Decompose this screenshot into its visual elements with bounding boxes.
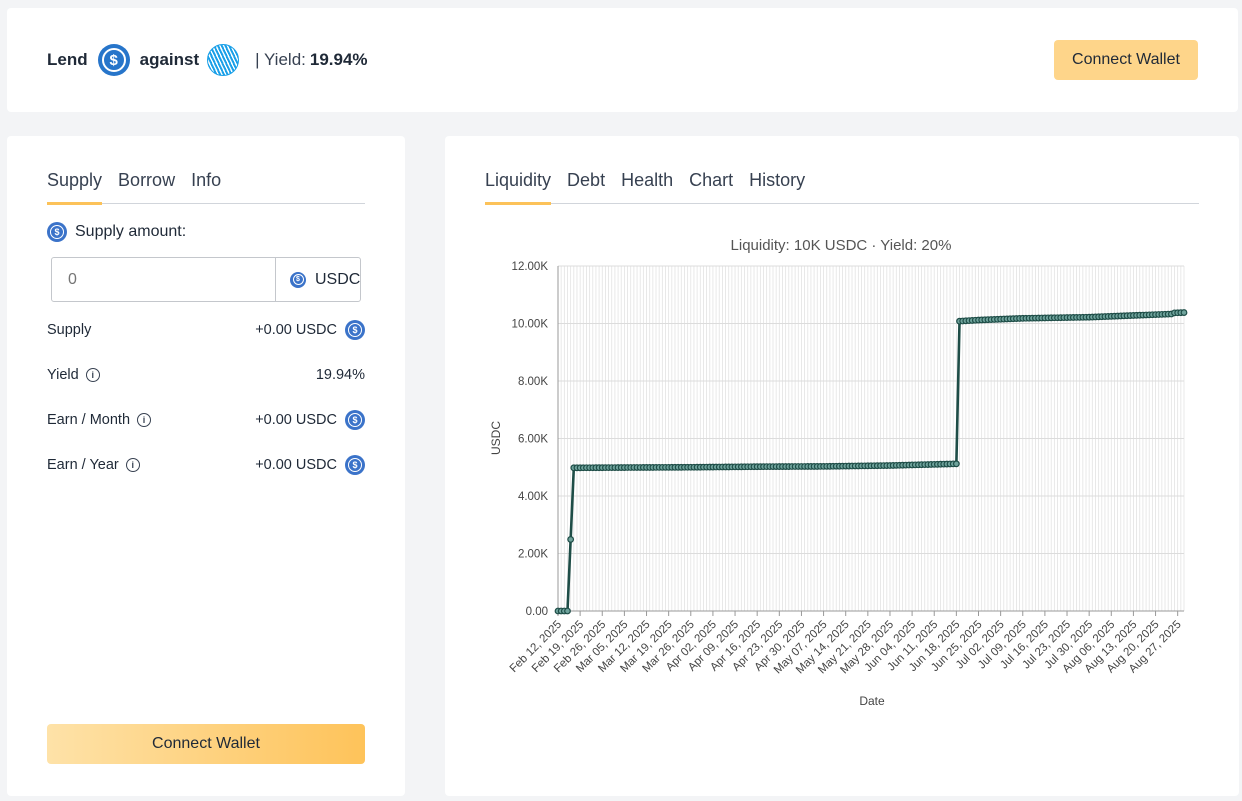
supply-panel: $ Supply amount: $ USDC Supply +0.00 USD… [7,136,405,796]
stat-value: +0.00 USDC [255,322,337,338]
usdc-icon: $ [345,410,365,430]
stat-label: Supply [47,322,92,338]
yield-prefix: | Yield: [255,50,306,69]
tab-liquidity[interactable]: Liquidity [485,168,552,205]
usdc-icon: $ [47,222,67,242]
stat-value: 19.94% [315,367,365,383]
market-title: Lend $ against | Yield: 19.94% [47,44,368,76]
usdc-icon: $ [345,320,365,340]
stat-label: Earn / Month [47,412,131,428]
collateral-token-icon [207,44,240,76]
usdc-icon: $ [97,44,130,76]
amount-unit: $ USDC [275,258,360,301]
chart-tabs: Liquidity Debt Health Chart History [485,168,1199,205]
tab-supply[interactable]: Supply [47,168,103,205]
connect-wallet-button[interactable]: Connect Wallet [47,724,365,764]
stat-earn-month: Earn / Month i +0.00 USDC $ [47,408,365,432]
usdc-icon: $ [290,271,306,288]
supply-amount-label: $ Supply amount: [47,222,186,242]
supply-amount-input[interactable] [52,258,275,301]
supply-tabs: Supply Borrow Info [47,168,365,205]
tab-debt[interactable]: Debt [567,170,606,190]
tab-chart[interactable]: Chart [689,170,734,190]
lend-label: Lend [47,50,88,69]
stat-label: Earn / Year [47,457,119,473]
info-icon[interactable]: i [125,458,140,472]
usdc-icon: $ [345,455,365,475]
tab-info[interactable]: Info [191,170,222,190]
supply-amount-field: $ USDC [51,257,361,302]
tab-history[interactable]: History [749,170,806,190]
tab-health[interactable]: Health [621,170,674,190]
chart-panel [445,136,1239,796]
amount-unit-label: USDC [315,270,361,288]
stat-yield: Yield i 19.94% [47,363,365,387]
connect-wallet-button[interactable]: Connect Wallet [1054,40,1198,80]
info-icon[interactable]: i [137,413,152,427]
stat-supply: Supply +0.00 USDC $ [47,318,365,342]
stat-label: Yield [47,367,79,383]
stat-value: +0.00 USDC [255,412,337,428]
header-card: Lend $ against | Yield: 19.94% Connect W… [7,8,1238,112]
stat-earn-year: Earn / Year i +0.00 USDC $ [47,453,365,477]
info-icon[interactable]: i [85,368,100,382]
stat-value: +0.00 USDC [255,457,337,473]
tab-borrow[interactable]: Borrow [118,170,176,190]
against-label: against [139,50,200,69]
supply-amount-text: Supply amount: [75,223,187,240]
yield-value: 19.94% [309,50,368,69]
